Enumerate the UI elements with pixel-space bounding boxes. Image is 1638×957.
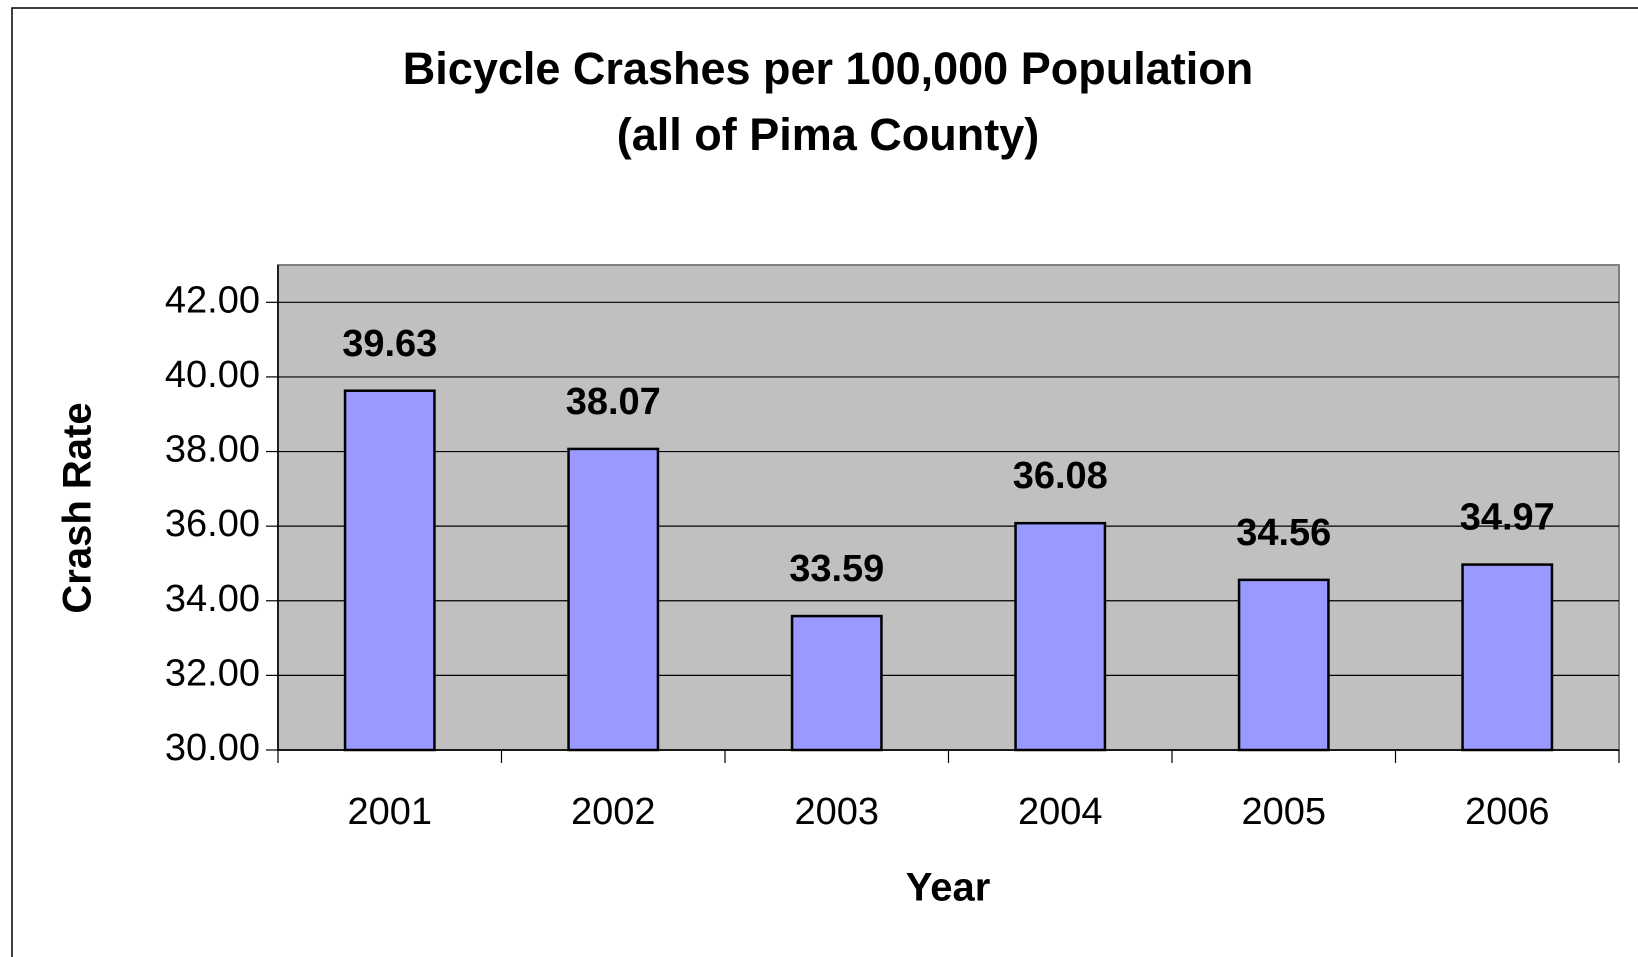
y-tick-label: 30.00 (165, 727, 260, 769)
data-label: 36.08 (1013, 455, 1108, 497)
x-tick-label: 2004 (1018, 791, 1103, 833)
x-axis-title: Year (906, 866, 991, 910)
data-label: 38.07 (566, 381, 661, 423)
y-axis-title: Crash Rate (56, 402, 100, 613)
data-label: 34.56 (1236, 512, 1331, 554)
x-tick-label: 2001 (347, 791, 432, 833)
bar (1014, 521, 1107, 752)
x-tick-label: 2003 (794, 791, 879, 833)
y-tick-label: 34.00 (165, 578, 260, 620)
y-tick-label: 38.00 (165, 429, 260, 471)
data-label: 33.59 (789, 548, 884, 590)
chart-title: Bicycle Crashes per 100,000 Population (403, 43, 1253, 94)
x-tick-label: 2006 (1465, 791, 1550, 833)
bar (343, 389, 436, 752)
bar (1461, 563, 1554, 752)
chart-subtitle: (all of Pima County) (617, 109, 1040, 160)
y-tick-label: 36.00 (165, 503, 260, 545)
data-label: 39.63 (342, 323, 437, 365)
bar (567, 447, 660, 752)
plot-area (277, 264, 1620, 751)
y-tick-label: 42.00 (165, 279, 260, 321)
y-tick-label: 40.00 (165, 354, 260, 396)
x-tick-label: 2002 (571, 791, 656, 833)
data-label: 34.97 (1460, 497, 1555, 539)
x-tick-label: 2005 (1241, 791, 1326, 833)
bar (790, 614, 883, 752)
bar (1237, 578, 1330, 752)
y-tick-label: 32.00 (165, 652, 260, 694)
